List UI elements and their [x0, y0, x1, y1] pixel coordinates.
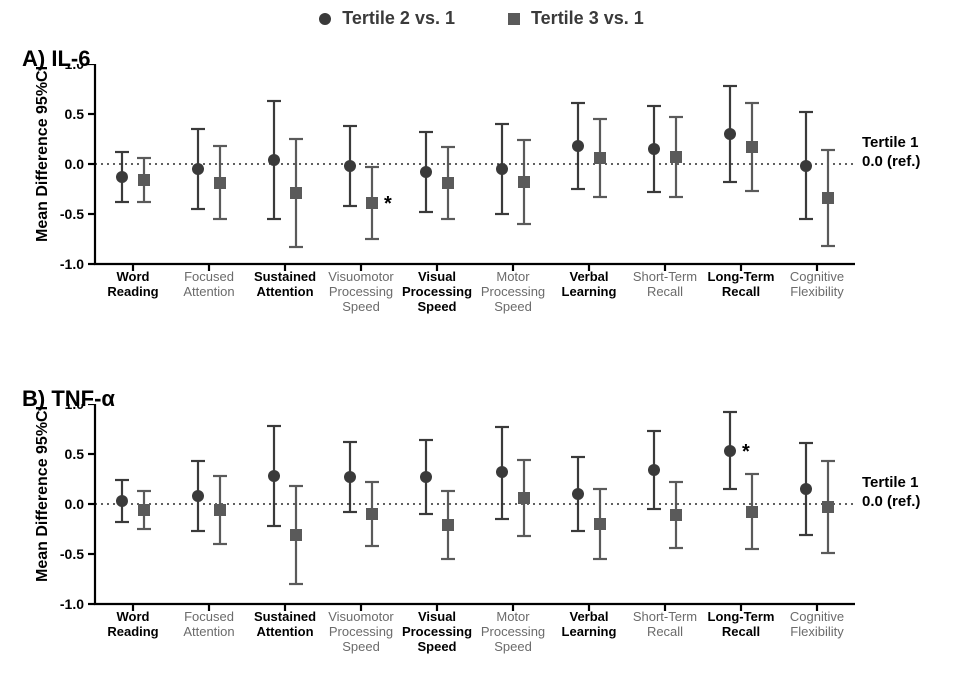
- y-tick-label: 0.5: [65, 446, 85, 462]
- x-category-label: Motor Processing Speed: [477, 270, 549, 315]
- plot-svg: -1.0 -0.5 0.0 0.5 1.0 *: [45, 64, 865, 288]
- y-tick-label: -0.5: [60, 546, 84, 562]
- x-category-label: Visual Processing Speed: [401, 610, 473, 655]
- datapoint-circle-icon: [116, 171, 128, 183]
- y-tick-label: -1.0: [60, 256, 84, 272]
- circle-icon: [316, 10, 334, 28]
- reference-label: Tertile 1 0.0 (ref.): [862, 134, 920, 172]
- x-category-label: Word Reading: [97, 610, 169, 640]
- y-tick-label: 0.0: [65, 496, 85, 512]
- datapoint-square-icon: [442, 177, 454, 189]
- x-category-label: Visuomotor Processing Speed: [325, 270, 397, 315]
- significance-star-icon: *: [742, 441, 750, 463]
- x-category-label: Long-Term Recall: [705, 270, 777, 300]
- legend-item-t2: Tertile 2 vs. 1: [316, 8, 455, 29]
- x-category-label: Motor Processing Speed: [477, 610, 549, 655]
- x-category-label: Sustained Attention: [249, 270, 321, 300]
- datapoint-square-icon: [290, 187, 302, 199]
- datapoint-circle-icon: [344, 471, 356, 483]
- datapoint-circle-icon: [344, 160, 356, 172]
- x-category-label: Long-Term Recall: [705, 610, 777, 640]
- datapoint-circle-icon: [268, 154, 280, 166]
- x-category-label: Verbal Learning: [553, 610, 625, 640]
- datapoint-square-icon: [822, 192, 834, 204]
- datapoint-circle-icon: [648, 143, 660, 155]
- datapoint-circle-icon: [116, 495, 128, 507]
- reference-label: Tertile 1 0.0 (ref.): [862, 474, 920, 512]
- datapoint-square-icon: [138, 174, 150, 186]
- datapoint-square-icon: [746, 506, 758, 518]
- datapoint-square-icon: [746, 141, 758, 153]
- x-category-label: Short-Term Recall: [629, 270, 701, 300]
- datapoint-circle-icon: [420, 166, 432, 178]
- y-tick-label: 0.0: [65, 156, 85, 172]
- x-category-label: Focused Attention: [173, 270, 245, 300]
- datapoint-square-icon: [594, 518, 606, 530]
- datapoint-circle-icon: [192, 163, 204, 175]
- y-tick-label: 1.0: [65, 64, 85, 72]
- datapoint-circle-icon: [724, 128, 736, 140]
- y-tick-label: 1.0: [65, 404, 85, 412]
- figure: Tertile 2 vs. 1 Tertile 3 vs. 1 A) IL-6M…: [0, 0, 960, 696]
- x-category-label: Focused Attention: [173, 610, 245, 640]
- x-category-label: Verbal Learning: [553, 270, 625, 300]
- datapoint-circle-icon: [572, 140, 584, 152]
- legend-label-t2: Tertile 2 vs. 1: [342, 8, 455, 29]
- datapoint-square-icon: [670, 151, 682, 163]
- x-category-label: Word Reading: [97, 270, 169, 300]
- x-category-label: Sustained Attention: [249, 610, 321, 640]
- datapoint-circle-icon: [496, 163, 508, 175]
- x-category-label: Visuomotor Processing Speed: [325, 610, 397, 655]
- datapoint-square-icon: [518, 492, 530, 504]
- datapoint-circle-icon: [724, 445, 736, 457]
- datapoint-square-icon: [822, 501, 834, 513]
- datapoint-square-icon: [214, 504, 226, 516]
- datapoint-square-icon: [366, 197, 378, 209]
- datapoint-square-icon: [366, 508, 378, 520]
- datapoint-square-icon: [138, 504, 150, 516]
- datapoint-square-icon: [594, 152, 606, 164]
- datapoint-circle-icon: [572, 488, 584, 500]
- datapoint-square-icon: [518, 176, 530, 188]
- datapoint-circle-icon: [800, 483, 812, 495]
- y-tick-label: -0.5: [60, 206, 84, 222]
- datapoint-square-icon: [442, 519, 454, 531]
- legend: Tertile 2 vs. 1 Tertile 3 vs. 1: [0, 8, 960, 33]
- datapoint-square-icon: [290, 529, 302, 541]
- x-category-label: Visual Processing Speed: [401, 270, 473, 315]
- x-category-label: Cognitive Flexibility: [781, 610, 853, 640]
- datapoint-circle-icon: [192, 490, 204, 502]
- datapoint-circle-icon: [268, 470, 280, 482]
- significance-star-icon: *: [384, 193, 392, 215]
- plot-svg: -1.0 -0.5 0.0 0.5 1.0 *: [45, 404, 865, 628]
- x-category-label: Cognitive Flexibility: [781, 270, 853, 300]
- datapoint-square-icon: [670, 509, 682, 521]
- datapoint-circle-icon: [420, 471, 432, 483]
- datapoint-circle-icon: [496, 466, 508, 478]
- datapoint-square-icon: [214, 177, 226, 189]
- y-tick-label: 0.5: [65, 106, 85, 122]
- x-category-label: Short-Term Recall: [629, 610, 701, 640]
- y-tick-label: -1.0: [60, 596, 84, 612]
- datapoint-circle-icon: [800, 160, 812, 172]
- legend-label-t3: Tertile 3 vs. 1: [531, 8, 644, 29]
- legend-item-t3: Tertile 3 vs. 1: [505, 8, 644, 29]
- square-icon: [505, 10, 523, 28]
- datapoint-circle-icon: [648, 464, 660, 476]
